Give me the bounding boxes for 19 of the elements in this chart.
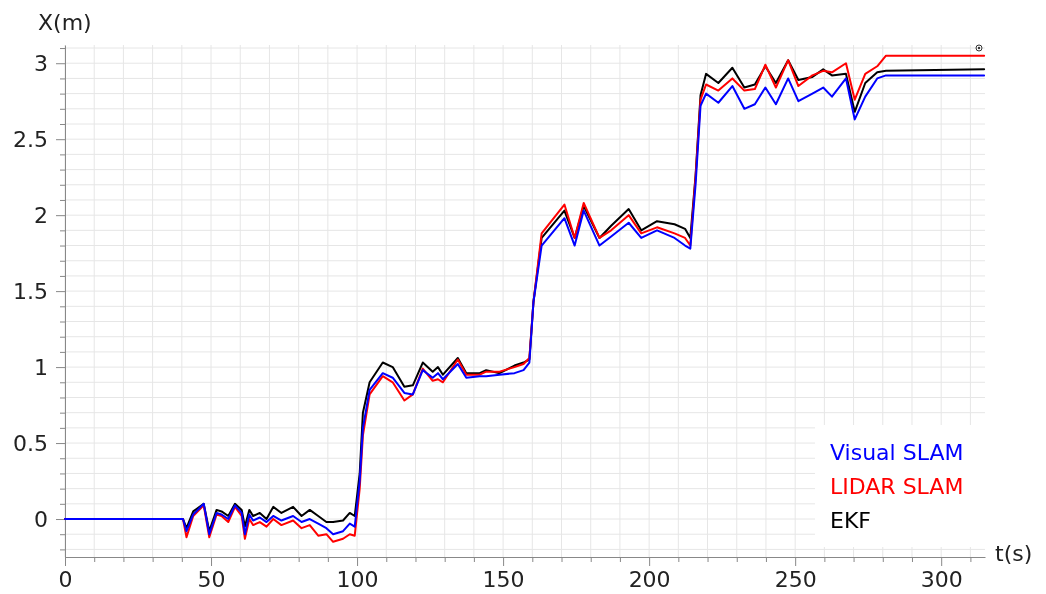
x-tick-label: 250 (774, 567, 817, 592)
y-tick-label: 2.5 (13, 126, 48, 152)
x-tick-label: 200 (628, 567, 671, 592)
x-tick-label: 0 (58, 567, 73, 592)
y-tick-label: 1 (34, 354, 48, 380)
text: LIDAR SLAM (830, 474, 964, 499)
x-tick-label: 300 (920, 567, 963, 592)
x-axis-title: t(s) (995, 541, 1033, 566)
y-tick-label: 0 (34, 506, 48, 532)
x-tick-label: 150 (482, 567, 525, 592)
y-tick-label: 2 (34, 202, 48, 228)
x-tick-label: 50 (197, 567, 226, 592)
y-tick-label: 3 (34, 50, 48, 76)
x-tick-label: 100 (336, 567, 379, 592)
text: EKF (830, 508, 871, 533)
y-tick-label: 0.5 (13, 430, 48, 456)
y-axis-title: X(m) (38, 10, 92, 35)
text: Visual SLAM (830, 440, 964, 465)
y-tick-label: 1.5 (13, 278, 48, 304)
